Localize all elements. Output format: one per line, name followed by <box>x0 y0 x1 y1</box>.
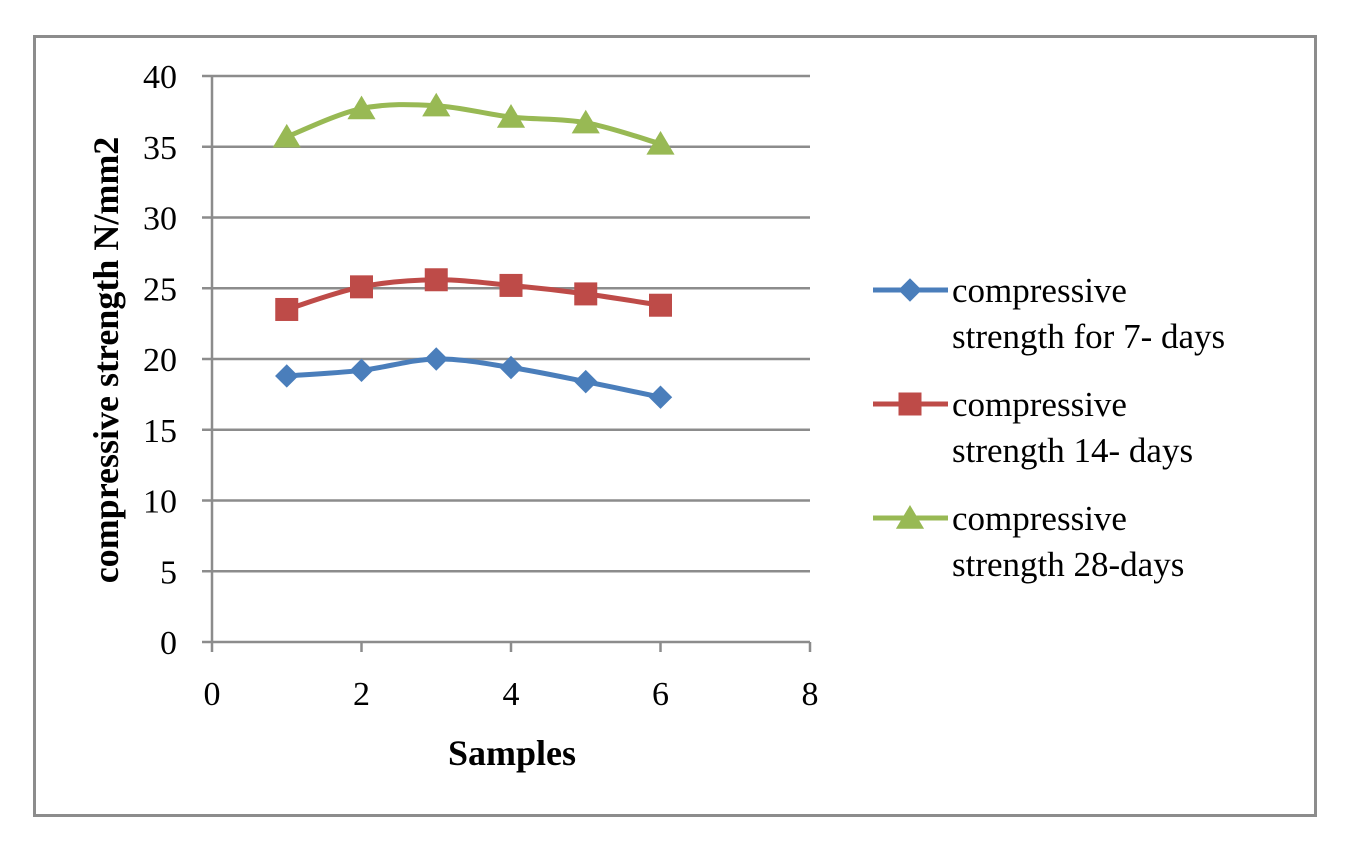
data-point-s1-x6 <box>648 385 673 409</box>
legend-item-1: compressive strength for 7- days <box>873 271 1225 356</box>
y-tick-label-0: 0 <box>160 625 177 662</box>
y-tick-label-35: 35 <box>143 130 177 167</box>
y-tick-label-5: 5 <box>160 554 177 591</box>
data-series <box>272 92 675 409</box>
data-point-s3-x3 <box>422 92 451 117</box>
series-3 <box>272 92 675 155</box>
y-tick-label-40: 40 <box>143 59 177 96</box>
data-point-s2-x3 <box>424 268 448 292</box>
legend-label-line: compressive <box>952 499 1127 538</box>
data-point-s3-x2 <box>347 95 376 120</box>
x-axis-title: Samples <box>448 733 576 773</box>
data-point-s1-x2 <box>349 358 374 383</box>
legend-label-line: strength 28-days <box>952 545 1184 584</box>
data-point-s2-x1 <box>275 297 299 321</box>
y-tick-label-10: 10 <box>143 484 177 521</box>
legend-label-1: compressive strength for 7- days <box>952 271 1225 356</box>
y-tick-label-20: 20 <box>143 342 177 379</box>
legend: compressive strength for 7- dayscompressi… <box>873 271 1225 584</box>
data-point-s1-x3 <box>424 347 448 371</box>
legend-label-line: compressive <box>952 385 1127 424</box>
data-point-s1-x4 <box>499 355 523 380</box>
data-point-s2-x6 <box>649 293 672 317</box>
legend-marker-2 <box>898 392 922 416</box>
legend-label-3: compressive strength 28-days <box>952 499 1184 584</box>
series-line-1 <box>284 356 663 400</box>
series-1 <box>275 347 673 409</box>
legend-item-3: compressive strength 28-days <box>873 499 1184 584</box>
y-tick-labels: 0 5 10 15 20 25 30 35 40 <box>143 59 177 662</box>
data-point-s3-x5 <box>571 109 600 134</box>
x-tick-label-8: 8 <box>802 676 819 713</box>
legend-label-line: strength for 7- days <box>952 317 1225 356</box>
data-point-s1-x5 <box>574 369 598 394</box>
data-point-s2-x4 <box>499 273 523 297</box>
series-line-2 <box>284 277 663 312</box>
x-tick-label-4: 4 <box>503 676 520 713</box>
x-tick-label-0: 0 <box>204 676 221 713</box>
legend-marker-3 <box>895 505 925 529</box>
y-tick-label-30: 30 <box>143 201 177 238</box>
legend-label-line: strength 14- days <box>952 431 1193 470</box>
axes <box>202 76 812 652</box>
legend-marker-1 <box>898 278 922 302</box>
data-point-s1-x1 <box>275 364 299 388</box>
y-tick-label-15: 15 <box>143 413 177 450</box>
y-axis-title: compressive strength N/mm2 <box>86 137 126 584</box>
data-point-s2-x2 <box>350 275 373 299</box>
data-point-s3-x4 <box>496 104 526 128</box>
chart-frame <box>33 35 1317 817</box>
x-tick-label-2: 2 <box>353 676 370 713</box>
y-tick-label-25: 25 <box>143 271 177 308</box>
data-point-s2-x5 <box>574 282 598 306</box>
legend-item-2: compressive strength 14- days <box>873 385 1193 470</box>
legend-label-2: compressive strength 14- days <box>952 385 1193 470</box>
data-point-s3-x1 <box>272 123 301 148</box>
data-point-s3-x6 <box>646 130 675 155</box>
gridlines <box>202 74 810 573</box>
series-line-3 <box>284 102 663 147</box>
legend-label-line: compressive <box>952 271 1127 310</box>
x-tick-label-6: 6 <box>652 676 669 713</box>
series-2 <box>275 268 672 321</box>
x-tick-labels: 0 2 4 6 8 <box>204 676 819 713</box>
